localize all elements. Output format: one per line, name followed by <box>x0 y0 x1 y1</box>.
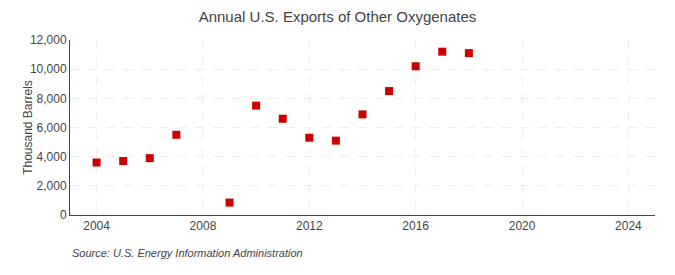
svg-text:Thousand Barrels: Thousand Barrels <box>21 80 35 175</box>
svg-text:2016: 2016 <box>402 219 429 233</box>
svg-text:2020: 2020 <box>509 219 536 233</box>
svg-text:2004: 2004 <box>83 219 110 233</box>
svg-text:6,000: 6,000 <box>37 121 67 135</box>
svg-text:0: 0 <box>60 208 67 222</box>
svg-text:8,000: 8,000 <box>37 92 67 106</box>
svg-text:2008: 2008 <box>190 219 217 233</box>
svg-text:12,000: 12,000 <box>30 33 67 47</box>
svg-text:Annual U.S. Exports of Other O: Annual U.S. Exports of Other Oxygenates <box>199 8 477 25</box>
svg-text:Source: U.S. Energy Informatio: Source: U.S. Energy Information Administ… <box>72 247 303 259</box>
svg-text:2024: 2024 <box>615 219 642 233</box>
svg-text:2,000: 2,000 <box>37 179 67 193</box>
svg-text:2012: 2012 <box>296 219 323 233</box>
svg-text:4,000: 4,000 <box>37 150 67 164</box>
svg-text:10,000: 10,000 <box>30 62 67 76</box>
